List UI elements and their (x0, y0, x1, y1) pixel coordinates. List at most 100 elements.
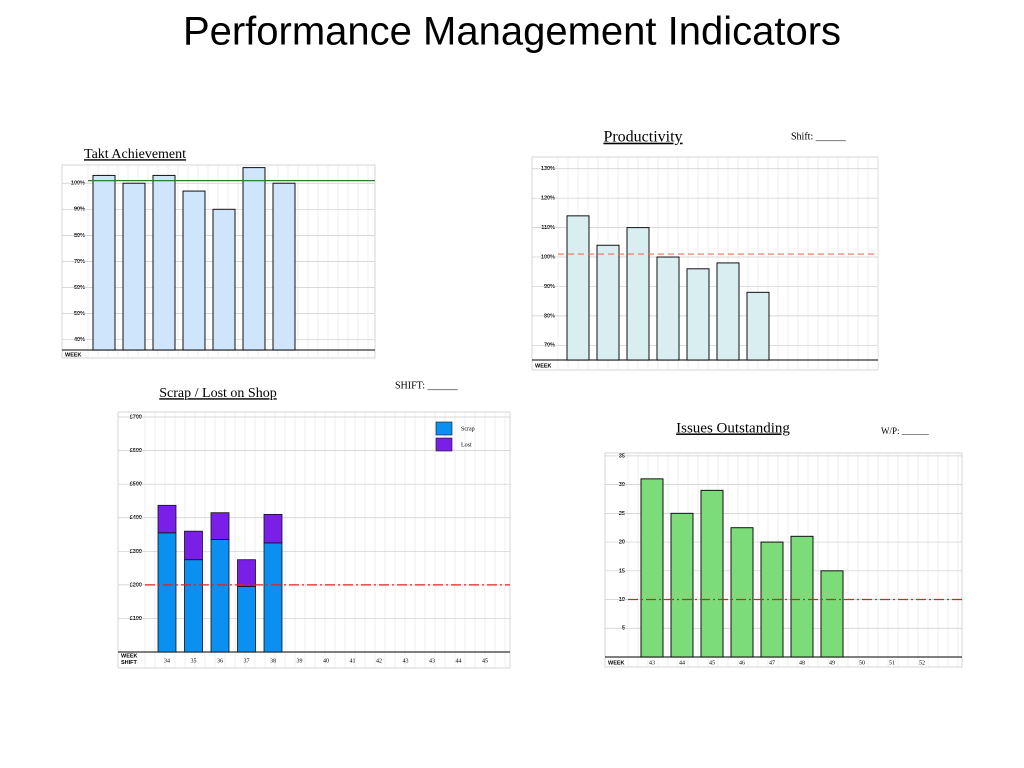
bar-segment (157, 532, 177, 653)
bar (242, 167, 266, 351)
bar (820, 570, 844, 658)
y-tick-label: 130% (541, 166, 555, 172)
chart-title: Issues Outstanding (676, 420, 790, 436)
y-tick-label: 80% (74, 233, 85, 239)
bar (92, 174, 116, 351)
bar (640, 478, 664, 658)
bar (790, 535, 814, 658)
y-tick-label: 100% (541, 254, 555, 260)
bar (730, 527, 754, 658)
slide-title: Performance Management Indicators (183, 10, 841, 54)
y-tick-label: 35 (619, 453, 625, 459)
x-tick-label: 51 (889, 660, 895, 666)
x-tick-label: 44 (456, 658, 462, 664)
bar-segment (237, 559, 256, 587)
plot-area (117, 411, 511, 669)
y-tick-label: £100 (130, 616, 142, 622)
bar (182, 190, 206, 351)
legend-label: Scrap (461, 426, 475, 432)
x-tick-label: 50 (859, 660, 865, 666)
x-tick-label: 38 (270, 658, 276, 664)
y-tick-label: £700 (130, 414, 142, 420)
bar (746, 291, 770, 361)
chart-title: Productivity (603, 129, 682, 146)
y-tick-label: 90% (544, 284, 555, 290)
y-tick-label: 25 (619, 511, 625, 517)
y-tick-label: £600 (130, 448, 142, 454)
x-tick-label: 43 (403, 658, 409, 664)
bar (566, 215, 590, 361)
x-axis-label: WEEK (65, 352, 82, 358)
bar (272, 182, 296, 351)
x-tick-label: 48 (799, 660, 805, 666)
bar-segment (210, 539, 230, 653)
y-tick-label: 40% (74, 337, 85, 343)
y-tick-label: 60% (74, 285, 85, 291)
y-tick-label: £500 (130, 482, 142, 488)
x-tick-label: 35 (191, 658, 197, 664)
x-tick-label: 42 (376, 658, 382, 664)
annotation: SHIFT: ______ (395, 380, 459, 391)
y-tick-label: 100% (71, 181, 85, 187)
bar (670, 512, 694, 658)
y-tick-label: 10 (619, 597, 625, 603)
x-tick-label: 40 (323, 658, 329, 664)
bar-segment (157, 504, 177, 534)
bar (596, 244, 620, 361)
y-tick-label: 90% (74, 207, 85, 213)
y-tick-label: 5 (622, 626, 625, 632)
bar-segment (263, 542, 283, 653)
x-tick-label: 46 (739, 660, 745, 666)
y-tick-label: 120% (541, 196, 555, 202)
bar-segment (184, 530, 203, 561)
annotation: Shift: ______ (791, 131, 847, 142)
bar-segment (184, 559, 203, 653)
bar-segment (263, 513, 283, 544)
x-tick-label: 43 (649, 660, 655, 666)
bar (716, 262, 740, 361)
y-tick-label: 70% (544, 343, 555, 349)
x-tick-label: 37 (244, 658, 250, 664)
y-tick-label: 80% (544, 313, 555, 319)
y-tick-label: 30 (619, 482, 625, 488)
x-tick-label: 45 (709, 660, 715, 666)
x-axis-label: WEEK (535, 363, 552, 369)
y-tick-label: £300 (130, 549, 142, 555)
y-tick-label: £200 (130, 582, 142, 588)
bar (122, 182, 146, 351)
annotation: W/P: ______ (881, 426, 929, 436)
bar (626, 227, 650, 361)
x-tick-label: 44 (679, 660, 685, 666)
x-axis-label: WEEK (121, 653, 138, 659)
y-tick-label: 20 (619, 540, 625, 546)
bar (212, 208, 236, 351)
x-axis-label: WEEK (608, 660, 625, 666)
x-tick-label: 41 (350, 658, 356, 664)
x-tick-label: 47 (769, 660, 775, 666)
x-tick-label: 49 (829, 660, 835, 666)
bar-segment (237, 586, 256, 653)
x-axis-label: SHIFT (121, 660, 138, 666)
bar (152, 174, 176, 351)
y-tick-label: £400 (130, 515, 142, 521)
y-tick-label: 110% (541, 225, 555, 231)
x-tick-label: 34 (164, 658, 170, 664)
x-tick-label: 45 (482, 658, 488, 664)
bar (700, 489, 724, 658)
y-tick-label: 50% (74, 311, 85, 317)
legend-label: Lost (461, 442, 472, 448)
legend-swatch (435, 421, 453, 436)
y-tick-label: 15 (619, 568, 625, 574)
bar-segment (210, 512, 230, 540)
x-tick-label: 39 (297, 658, 303, 664)
chart-title: Scrap / Lost on Shop (159, 386, 276, 401)
legend-swatch (435, 437, 453, 452)
y-tick-label: 70% (74, 259, 85, 265)
x-tick-label: 43 (429, 658, 435, 664)
bar (656, 256, 680, 361)
chart-title: Takt Achievement (84, 147, 186, 162)
x-tick-label: 52 (919, 660, 925, 666)
x-tick-label: 36 (217, 658, 223, 664)
bar (686, 268, 710, 361)
